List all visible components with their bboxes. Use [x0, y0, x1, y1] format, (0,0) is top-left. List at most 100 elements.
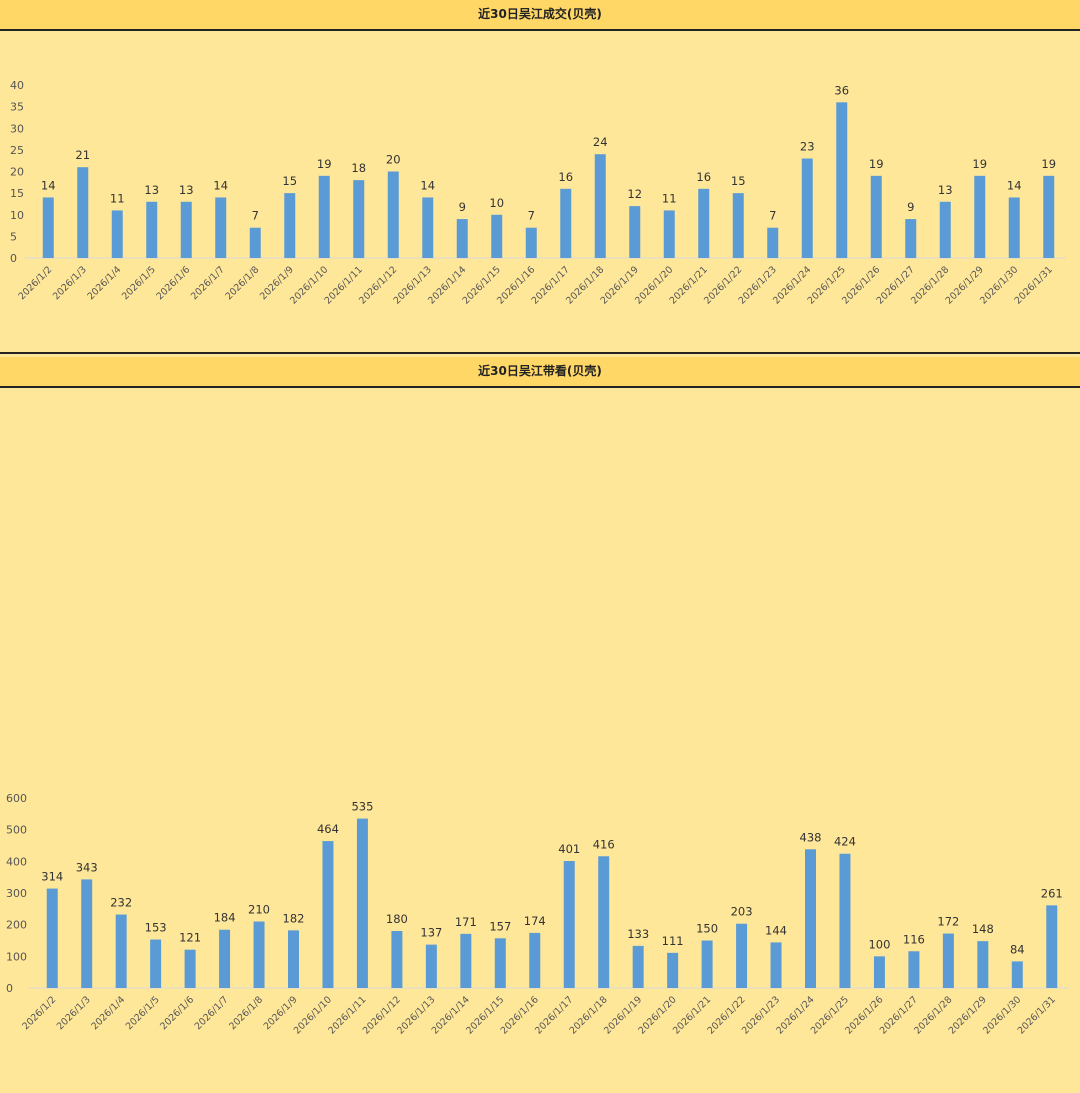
- chart-title: 近30日吴江成交(贝壳): [0, 0, 1080, 31]
- bar: [974, 175, 986, 258]
- x-tick-label: 2026/1/2: [16, 264, 54, 302]
- x-tick-label: 2026/1/5: [124, 994, 162, 1032]
- data-label: 13: [144, 183, 159, 197]
- bar: [629, 206, 641, 258]
- bar: [529, 932, 541, 988]
- data-label: 7: [528, 209, 535, 223]
- bar: [46, 888, 58, 988]
- bar: [667, 952, 679, 988]
- data-label: 133: [627, 927, 649, 941]
- bar: [908, 951, 920, 988]
- y-tick-label: 300: [6, 887, 27, 900]
- bar: [873, 956, 885, 988]
- y-tick-label: 0: [10, 252, 17, 265]
- data-label: 464: [317, 822, 339, 836]
- bar: [701, 940, 713, 988]
- data-label: 153: [145, 921, 167, 935]
- data-label: 232: [110, 896, 132, 910]
- x-tick-label: 2026/1/8: [227, 994, 265, 1032]
- bar: [698, 188, 710, 258]
- data-label: 535: [351, 800, 373, 814]
- bar-chart-transactions: 0 5 10 15 20 25 30 35 40 14 2026/1/2 21 2026/1/3 11 20…: [10, 79, 1066, 307]
- bar: [977, 941, 989, 988]
- data-label: 16: [696, 170, 711, 184]
- bar: [150, 939, 162, 988]
- y-tick-label: 0: [6, 982, 13, 995]
- data-label: 137: [420, 926, 442, 940]
- x-tick-label: 2026/1/8: [223, 264, 261, 302]
- y-tick-label: 40: [10, 79, 24, 92]
- chart-panel-transactions: 近30日吴江成交(贝壳) 0 5 10 15 20 25 30 35 40 14 2026/1/2 2…: [0, 0, 1080, 352]
- data-label: 148: [972, 922, 994, 936]
- data-label: 20: [386, 153, 401, 167]
- data-label: 11: [110, 191, 125, 205]
- y-tick-label: 30: [10, 122, 24, 135]
- x-tick-label: 2026/1/7: [193, 994, 231, 1032]
- data-label: 14: [1007, 178, 1022, 192]
- data-label: 15: [282, 174, 297, 188]
- bar: [805, 849, 816, 988]
- chart-panel-viewings: 近30日吴江带看(贝壳) 0 100 200 300 400 500 600 314 2026/…: [0, 354, 1080, 1037]
- data-label: 15: [731, 174, 746, 188]
- bar: [525, 227, 537, 258]
- bar: [77, 167, 89, 258]
- data-label: 23: [800, 140, 815, 154]
- x-tick-label: 2026/1/4: [89, 994, 127, 1032]
- chart-title: 近30日吴江带看(贝壳): [0, 357, 1080, 388]
- data-label: 111: [662, 934, 684, 948]
- data-label: 157: [489, 919, 511, 933]
- bar: [180, 201, 192, 258]
- y-tick-label: 200: [6, 919, 27, 932]
- x-tick-label: 2026/1/2: [20, 994, 58, 1032]
- x-tick-label: 2026/1/3: [55, 994, 93, 1032]
- data-label: 150: [696, 922, 718, 936]
- data-label: 19: [317, 157, 332, 171]
- bar: [836, 102, 848, 258]
- data-label: 180: [386, 912, 408, 926]
- bar: [732, 193, 744, 258]
- data-label: 14: [420, 178, 435, 192]
- bar: [632, 945, 644, 988]
- bar: [115, 914, 127, 988]
- panel-divider: [0, 352, 1080, 354]
- x-tick-label: 2026/1/6: [158, 994, 196, 1032]
- bar: [939, 201, 951, 258]
- data-label: 19: [972, 157, 987, 171]
- data-label: 144: [765, 923, 787, 937]
- data-label: 24: [593, 135, 608, 149]
- bar: [425, 944, 437, 988]
- data-label: 210: [248, 903, 270, 917]
- bar: [460, 933, 472, 988]
- bar: [81, 879, 93, 988]
- bar: [1043, 175, 1055, 258]
- bar: [942, 933, 954, 988]
- x-tick-label: 2026/1/4: [85, 264, 123, 302]
- data-label: 261: [1041, 886, 1063, 900]
- bar: [356, 818, 368, 988]
- bar: [1008, 197, 1020, 258]
- data-label: 9: [907, 200, 914, 214]
- data-label: 171: [455, 915, 477, 929]
- bar: [663, 210, 675, 258]
- data-label: 401: [558, 842, 580, 856]
- data-label: 13: [938, 183, 953, 197]
- data-label: 7: [769, 209, 776, 223]
- bar: [111, 210, 123, 258]
- bar: [456, 219, 468, 258]
- y-tick-label: 400: [6, 855, 27, 868]
- y-tick-label: 20: [10, 166, 24, 179]
- y-tick-label: 15: [10, 187, 24, 200]
- data-label: 121: [179, 931, 201, 945]
- y-tick-label: 5: [10, 230, 17, 243]
- x-tick-label: 2026/1/7: [189, 264, 227, 302]
- bar: [1011, 961, 1023, 988]
- y-tick-label: 500: [6, 824, 27, 837]
- y-tick-label: 600: [6, 792, 27, 805]
- bar: [387, 171, 399, 258]
- bar: [322, 841, 334, 988]
- bar: [353, 180, 365, 258]
- bar: [146, 201, 158, 258]
- data-label: 14: [41, 178, 56, 192]
- data-label: 14: [213, 178, 228, 192]
- data-label: 21: [75, 148, 90, 162]
